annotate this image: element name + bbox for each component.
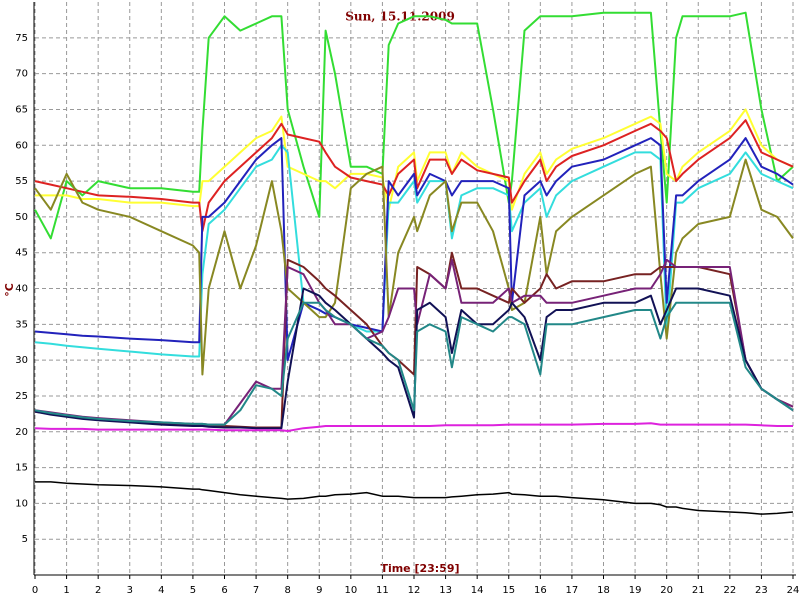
x-tick-label: 24 xyxy=(787,585,800,596)
x-tick-label: 17 xyxy=(566,585,579,596)
x-tick-label: 22 xyxy=(723,585,736,596)
x-tick-label: 13 xyxy=(439,585,452,596)
data-line xyxy=(34,137,794,362)
y-tick-label: 15 xyxy=(15,463,28,474)
y-tick-label: 45 xyxy=(15,248,28,259)
y-tick-label: 70 xyxy=(15,69,28,80)
y-tick-label: 35 xyxy=(15,319,28,330)
x-tick-label: 9 xyxy=(316,585,322,596)
y-tick-label: 75 xyxy=(15,33,28,44)
x-axis-label: Time [23:59] xyxy=(380,562,459,575)
x-tick-label: 11 xyxy=(376,585,389,596)
x-tick-label: 15 xyxy=(502,585,515,596)
x-tick-label: 6 xyxy=(221,585,227,596)
x-tick-label: 10 xyxy=(344,585,357,596)
y-tick-label: 30 xyxy=(15,355,28,366)
y-tick-label: 60 xyxy=(15,140,28,151)
x-tick-label: 3 xyxy=(127,585,133,596)
y-tick-label: 20 xyxy=(15,427,28,438)
data-line xyxy=(35,481,794,515)
x-tick-label: 7 xyxy=(253,585,259,596)
y-tick-label: 55 xyxy=(15,176,28,187)
y-tick-label: 10 xyxy=(15,498,28,509)
data-line xyxy=(34,301,794,426)
x-tick-label: 5 xyxy=(190,585,196,596)
data-line xyxy=(34,158,794,376)
x-tick-label: 12 xyxy=(408,585,421,596)
x-tick-label: 14 xyxy=(471,585,484,596)
y-tick-label: 25 xyxy=(15,391,28,402)
x-tick-label: 23 xyxy=(755,585,768,596)
y-tick-label: 50 xyxy=(15,212,28,223)
x-tick-label: 2 xyxy=(95,585,101,596)
x-tick-label: 18 xyxy=(597,585,610,596)
x-tick-label: 20 xyxy=(660,585,673,596)
data-line xyxy=(34,11,794,240)
data-line xyxy=(34,422,793,432)
x-tick-label: 19 xyxy=(629,585,642,596)
y-tick-label: 5 xyxy=(22,534,28,545)
chart-title: Sun, 15.11.2009 xyxy=(345,10,455,24)
x-tick-label: 8 xyxy=(284,585,290,596)
y-axis-label: °C xyxy=(3,283,16,297)
x-tick-label: 21 xyxy=(692,585,705,596)
x-tick-label: 1 xyxy=(63,585,69,596)
x-tick-label: 16 xyxy=(534,585,547,596)
y-tick-label: 65 xyxy=(15,104,28,115)
x-tick-label: 0 xyxy=(32,585,38,596)
y-tick-label: 40 xyxy=(15,284,28,295)
x-tick-label: 4 xyxy=(158,585,164,596)
